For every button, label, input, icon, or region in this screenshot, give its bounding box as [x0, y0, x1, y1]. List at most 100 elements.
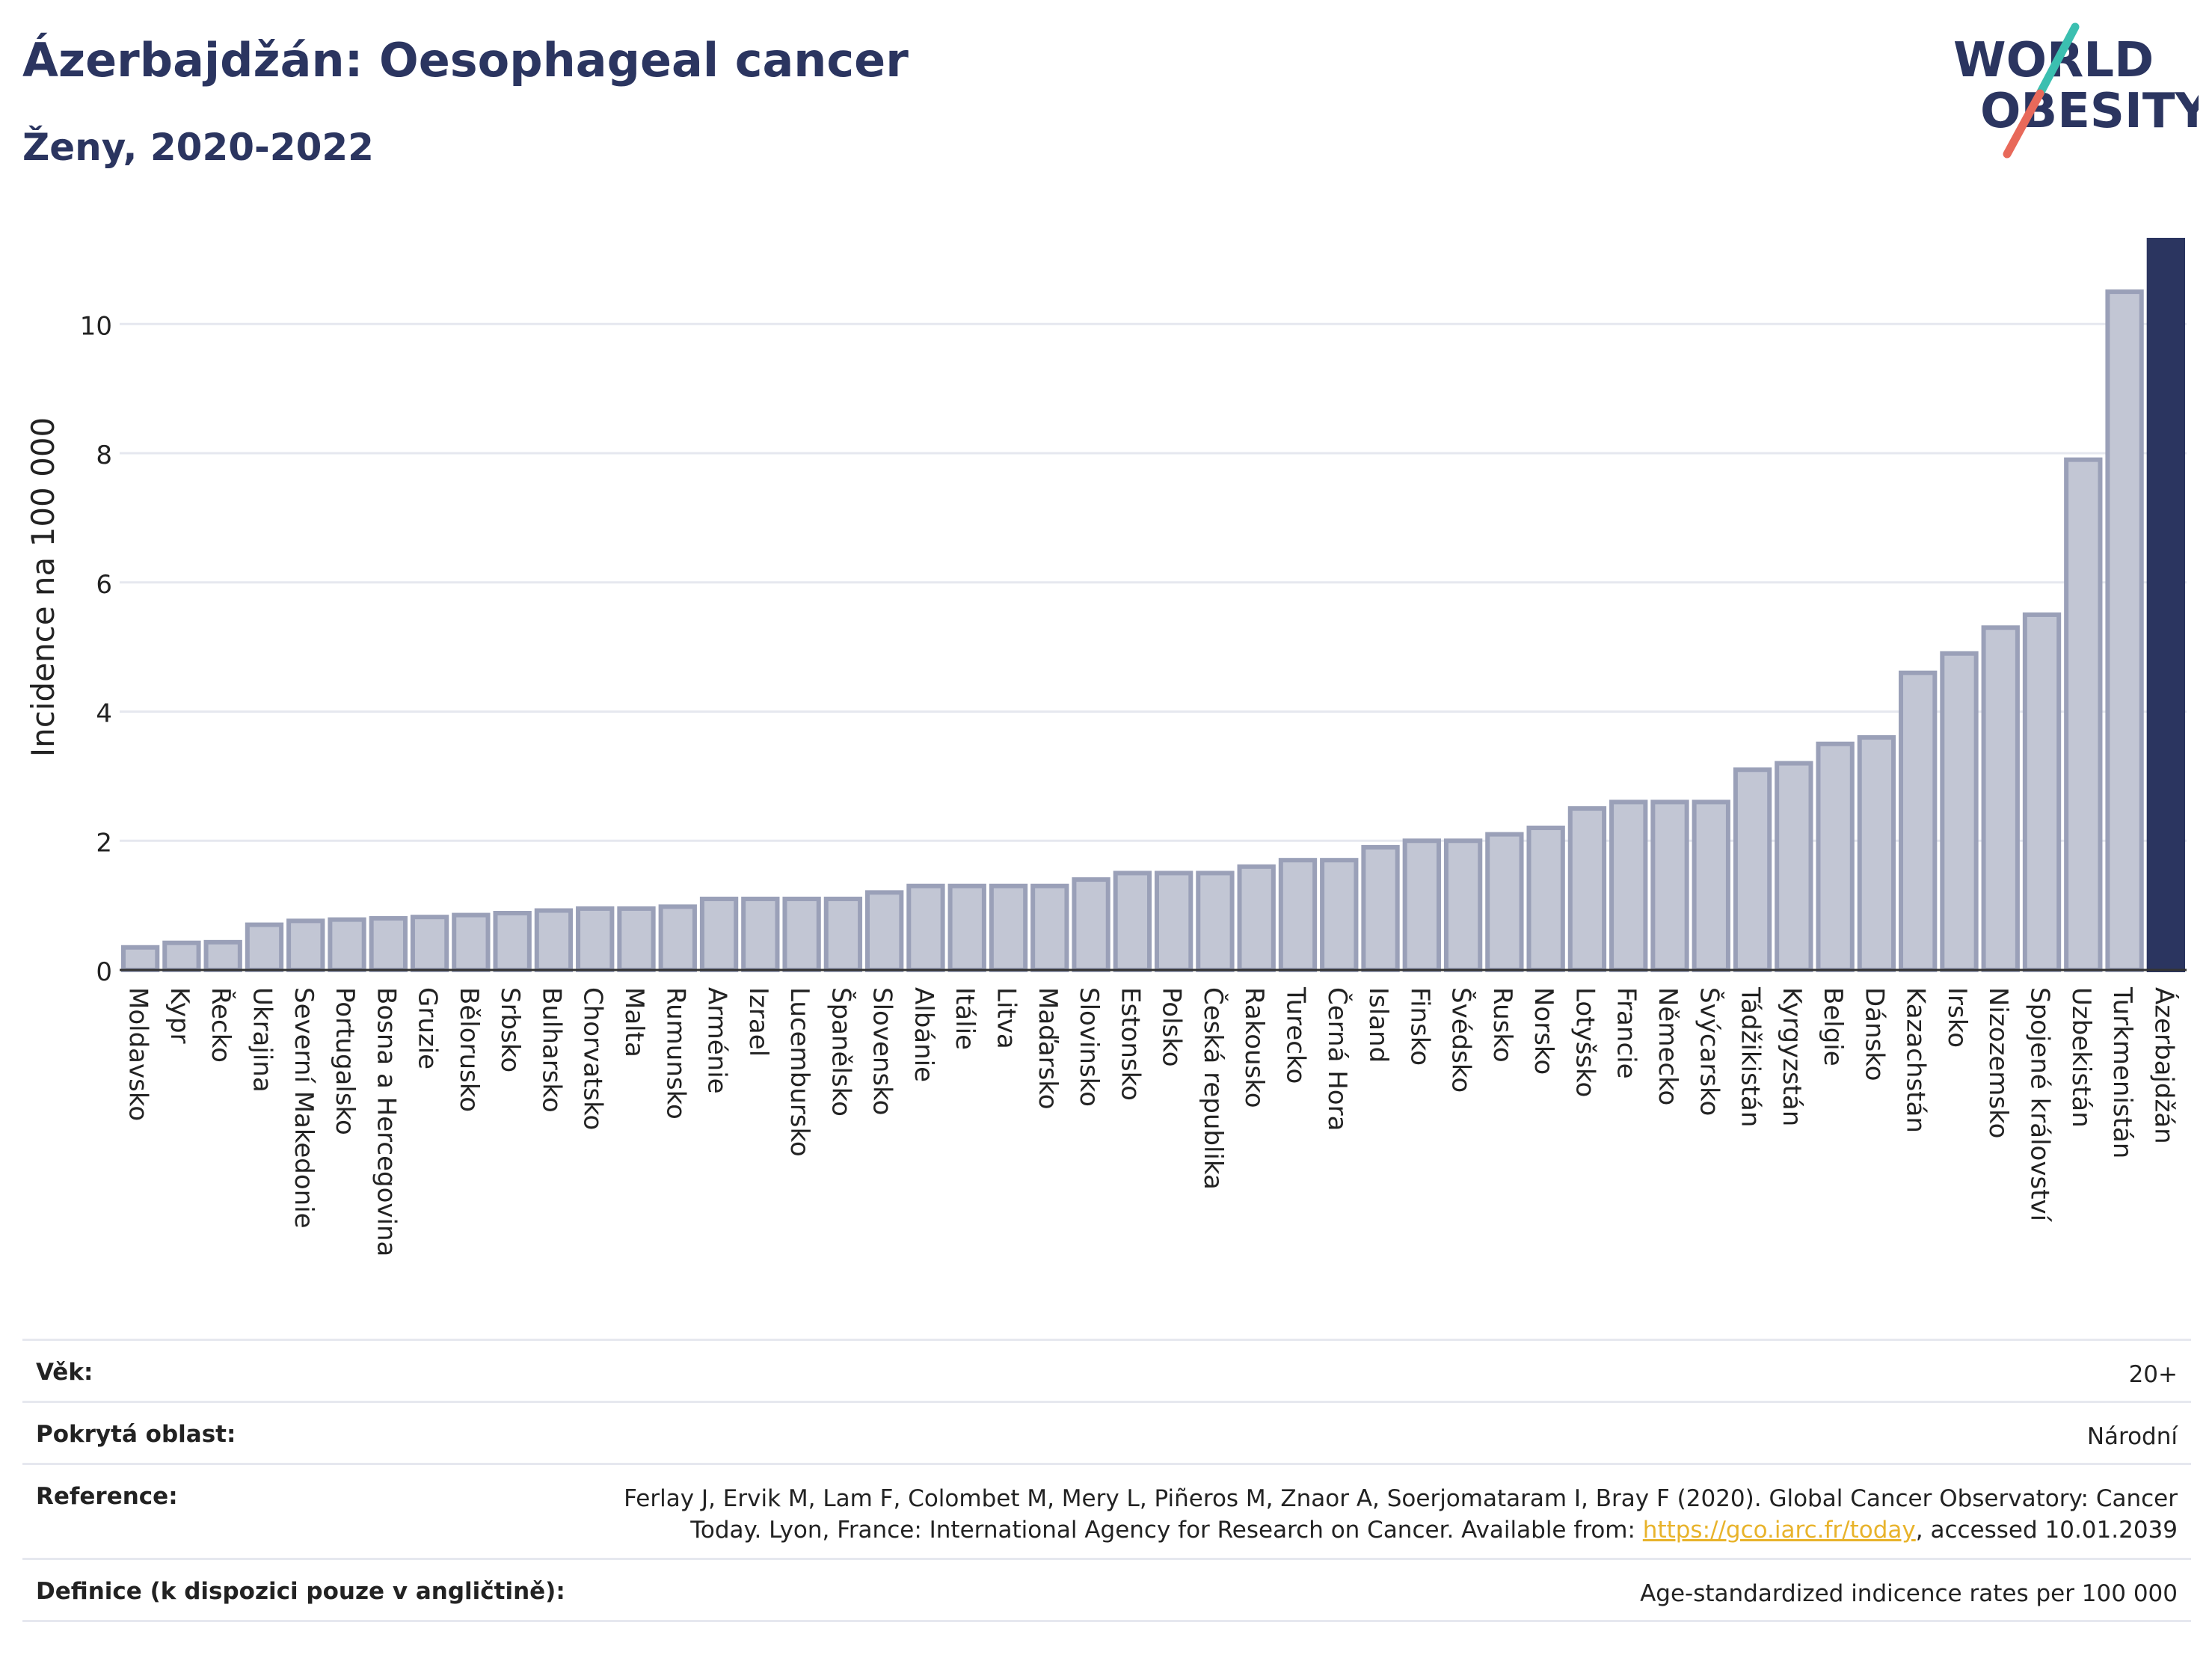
reference-value: Ferlay J, Ervik M, Lam F, Colombet M, Me…: [624, 1483, 2178, 1546]
bar[interactable]: [452, 912, 491, 973]
bar[interactable]: [1237, 864, 1276, 972]
reference-line-2: Today. Lyon, France: International Agenc…: [624, 1514, 2178, 1546]
bar[interactable]: [1692, 799, 1730, 972]
bar[interactable]: [1072, 877, 1110, 972]
bar[interactable]: [576, 906, 615, 972]
y-tick-label: 8: [96, 440, 112, 470]
bar[interactable]: [989, 883, 1028, 972]
x-tick-label: Finsko: [1404, 987, 1434, 1066]
x-tick-label: Estonsko: [1115, 987, 1145, 1101]
y-axis-label: Incidence na 100 000: [25, 417, 61, 758]
bar[interactable]: [410, 915, 449, 972]
bar[interactable]: [1154, 871, 1193, 973]
age-value: 20+: [2128, 1361, 2178, 1388]
x-tick-label: Tádžikistán: [1736, 986, 1766, 1127]
bar[interactable]: [947, 883, 986, 972]
x-tick-label: Nizozemsko: [1983, 987, 2013, 1138]
bar-chart: 0 2 4 6 8 10 Incidence na 100 000 Moldavsko Kyp…: [25, 238, 2187, 1256]
bar[interactable]: [782, 896, 821, 973]
bar[interactable]: [1196, 871, 1235, 973]
x-tick-label: Portugalsko: [330, 987, 360, 1135]
bar[interactable]: [1402, 838, 1441, 972]
x-tick-label: Maďarsko: [1033, 987, 1063, 1110]
bar[interactable]: [906, 883, 945, 972]
bar[interactable]: [2022, 612, 2062, 972]
bar[interactable]: [1567, 806, 1607, 972]
reference-label: Reference:: [36, 1483, 178, 1510]
bar[interactable]: [1775, 761, 1813, 972]
x-tick-label: Severní Makedonie: [289, 987, 319, 1229]
bar[interactable]: [699, 896, 739, 973]
x-tick-label: Lotyšsko: [1570, 987, 1600, 1097]
x-tick-label: Chorvatsko: [578, 987, 608, 1130]
x-tick-label: Arménie: [702, 987, 732, 1094]
x-tick-label: Černá Hora: [1322, 987, 1353, 1131]
bar[interactable]: [658, 904, 697, 972]
world-obesity-logo: WORLD OBESITY: [1953, 22, 2199, 159]
bar[interactable]: [369, 915, 408, 973]
bar[interactable]: [1320, 858, 1359, 972]
x-tick-label: Bulharsko: [536, 987, 566, 1113]
bar[interactable]: [203, 939, 242, 973]
x-tick-label: Gruzie: [413, 987, 443, 1069]
x-tick-label: Island: [1363, 987, 1393, 1063]
bar[interactable]: [493, 910, 532, 972]
x-tick-label: Malta: [619, 987, 649, 1057]
x-tick-label: Španělsko: [826, 987, 856, 1117]
bar[interactable]: [1278, 858, 1318, 972]
area-label: Pokrytá oblast:: [36, 1421, 236, 1448]
logo-slash-teal: [2036, 22, 2080, 98]
bar[interactable]: [120, 945, 160, 972]
bar[interactable]: [1733, 767, 1772, 972]
x-tick-label: Uzbekistán: [2066, 987, 2096, 1128]
bar[interactable]: [1981, 625, 2020, 972]
bar[interactable]: [1113, 871, 1152, 973]
bar[interactable]: [162, 940, 201, 972]
bar[interactable]: [1650, 799, 1689, 972]
x-tick-label: Irsko: [1942, 987, 1972, 1048]
bar[interactable]: [1816, 741, 1855, 972]
x-tick-label: Bosna a Hercegovina: [371, 987, 401, 1256]
x-tick-label: Kypr: [165, 987, 194, 1044]
bar[interactable]: [2064, 457, 2103, 972]
bar[interactable]: [1899, 670, 1938, 972]
bar[interactable]: [741, 896, 780, 973]
bar[interactable]: [2105, 289, 2144, 972]
y-tick-label: 2: [96, 828, 112, 858]
bar[interactable]: [823, 896, 863, 973]
reference-link[interactable]: https://gco.iarc.fr/today: [1642, 1517, 1916, 1544]
bar[interactable]: [1030, 883, 1069, 972]
chart-subtitle: Ženy, 2020-2022: [22, 126, 374, 169]
x-tick-label: Ukrajina: [247, 987, 277, 1093]
bar[interactable]: [865, 890, 904, 973]
bar[interactable]: [1443, 838, 1483, 972]
x-tick-label: Turkmenistán: [2107, 986, 2137, 1158]
bar[interactable]: [286, 918, 325, 973]
x-tick-label: Polsko: [1157, 987, 1187, 1067]
bar[interactable]: [245, 922, 284, 972]
x-tick-label: Izrael: [743, 987, 773, 1057]
bar[interactable]: [534, 908, 574, 973]
reference-line-1: Ferlay J, Ervik M, Lam F, Colombet M, Me…: [624, 1485, 2178, 1512]
info-row-reference: Reference: Ferlay J, Ervik M, Lam F, Col…: [22, 1463, 2191, 1558]
x-tick-label: Dánsko: [1859, 987, 1889, 1081]
bar[interactable]: [617, 906, 656, 972]
x-tick-label: Moldavsko: [123, 987, 153, 1121]
y-tick-label: 10: [80, 311, 112, 341]
bar[interactable]: [1609, 799, 1648, 972]
y-tick-label: 0: [96, 957, 112, 987]
x-tick-label: Bělorusko: [454, 987, 484, 1112]
bar[interactable]: [1940, 651, 1979, 972]
x-tick-label: Ázerbajdžán: [2148, 987, 2179, 1144]
x-tick-label: Turecko: [1280, 986, 1310, 1084]
x-tick-label: Itálie: [950, 987, 980, 1050]
reference-line-2-suffix: , accessed 10.01.2039: [1915, 1517, 2178, 1544]
bar[interactable]: [328, 917, 366, 973]
x-tick-label: Francie: [1612, 987, 1641, 1079]
bar[interactable]: [1857, 735, 1896, 972]
info-row-area: Pokrytá oblast: Národní: [22, 1401, 2191, 1463]
bar[interactable]: [1526, 825, 1565, 972]
bar[interactable]: [1485, 832, 1524, 973]
bar[interactable]: [2146, 238, 2186, 972]
bar[interactable]: [1361, 844, 1400, 972]
